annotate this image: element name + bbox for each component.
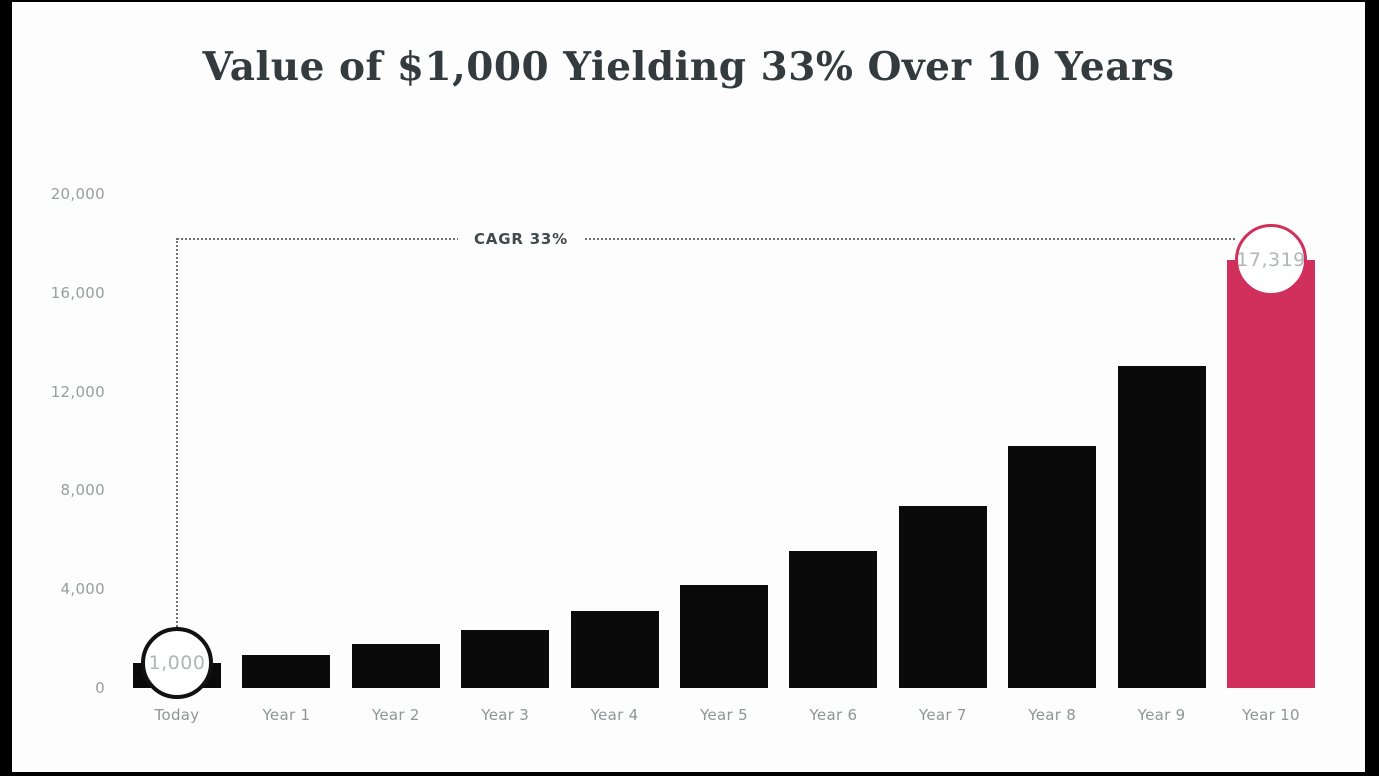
x-tick-label: Year 5 — [700, 706, 748, 724]
end-value-label: 17,319 — [1236, 249, 1306, 272]
bar-year-5 — [680, 585, 768, 688]
bar-year-3 — [461, 629, 550, 688]
x-tick-label: Year 2 — [371, 706, 420, 724]
x-tick-label: Year 10 — [1242, 706, 1300, 724]
x-tick-label: Year 1 — [262, 706, 311, 724]
y-tick-label: 0 — [95, 679, 105, 697]
x-tick-label: Today — [154, 706, 200, 724]
slide-canvas: Value of $1,000 Yielding 33% Over 10 Yea… — [12, 2, 1365, 772]
y-tick-label: 16,000 — [50, 283, 105, 302]
start-value-label: 1,000 — [148, 652, 206, 675]
cagr-horizontal-dotted-line — [177, 238, 1235, 240]
x-tick-label: Year 8 — [1028, 706, 1077, 724]
chart-title: Value of $1,000 Yielding 33% Over 10 Yea… — [202, 44, 1175, 90]
y-tick-label: 8,000 — [60, 481, 105, 500]
start-value-badge: 1,000 — [141, 627, 213, 700]
x-tick-label: Year 9 — [1137, 706, 1186, 724]
y-tick-label: 20,000 — [50, 185, 105, 203]
bar-year-1 — [242, 655, 331, 688]
x-tick-label: Year 7 — [918, 706, 967, 724]
bar-year-8 — [1008, 446, 1097, 688]
y-tick-label: 12,000 — [50, 382, 105, 401]
cagr-vertical-dotted-line — [176, 238, 178, 628]
bar-year-7 — [898, 506, 987, 688]
x-tick-label: Year 4 — [590, 706, 639, 724]
bar-year-9 — [1117, 366, 1206, 688]
end-value-badge: 17,319 — [1235, 224, 1307, 297]
cagr-label: CAGR 33% — [457, 229, 585, 249]
bar-year-6 — [789, 551, 878, 688]
bar-year-10 — [1227, 260, 1315, 688]
bar-year-2 — [351, 644, 440, 688]
bar-chart: 0 4,000 8,000 12,000 16,000 20,000 Today Year … — [12, 2, 1365, 772]
x-tick-label: Year 6 — [809, 706, 858, 724]
x-tick-label: Year 3 — [481, 706, 530, 724]
y-tick-label: 4,000 — [60, 580, 105, 599]
bar-year-4 — [570, 610, 659, 688]
